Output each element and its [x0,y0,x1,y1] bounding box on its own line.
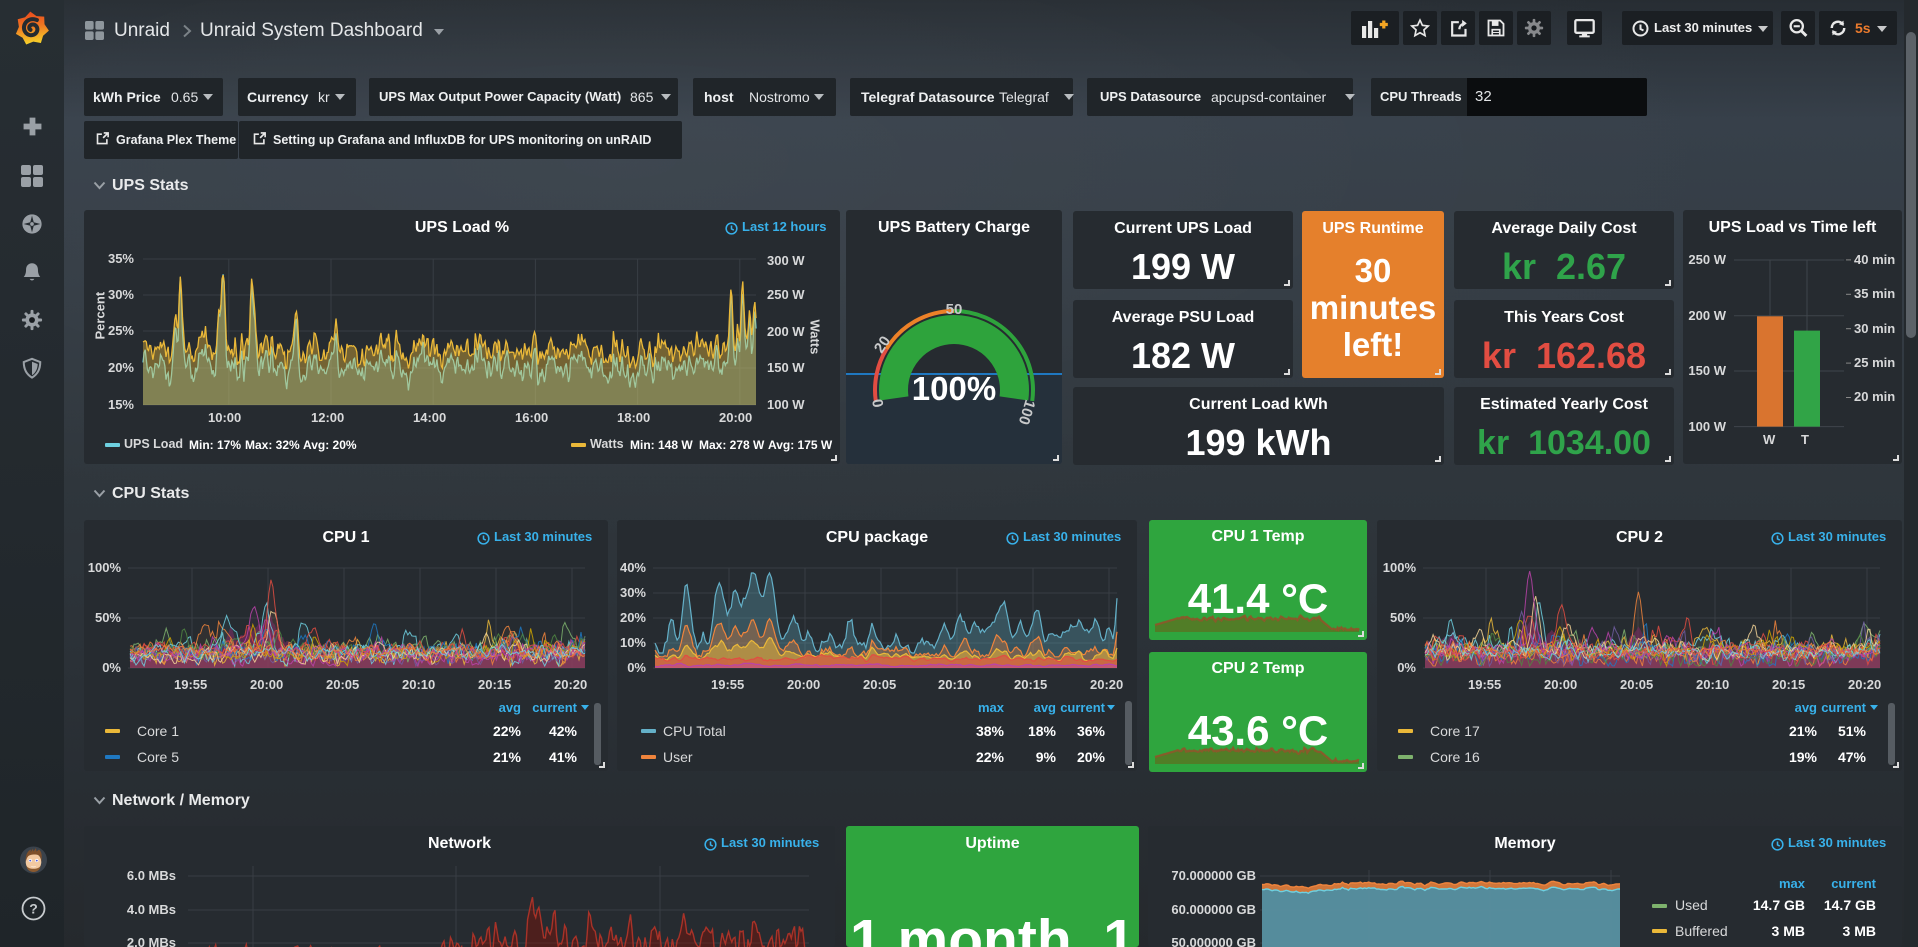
svg-text:20: 20 [871,333,894,356]
svg-text:100: 100 [1015,398,1039,427]
svg-text:0: 0 [869,398,887,409]
svg-text:50: 50 [946,301,963,318]
svg-text:?: ? [29,901,38,917]
